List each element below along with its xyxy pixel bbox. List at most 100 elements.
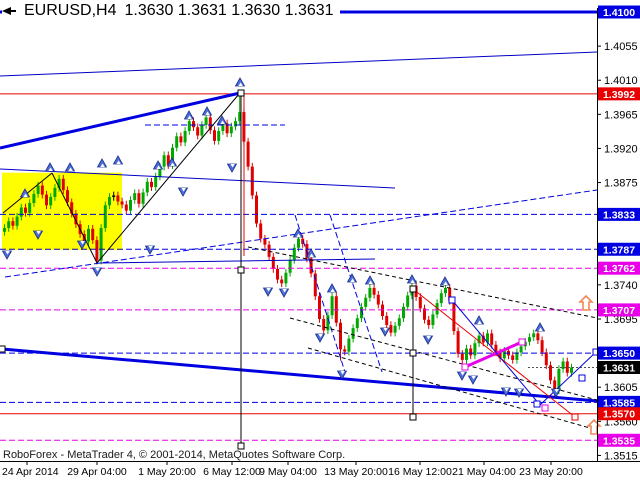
fractal-down-notch [471, 376, 476, 380]
candle-body [246, 141, 250, 167]
price-badge-label: 1.3650 [603, 348, 635, 360]
candle-body [360, 306, 363, 319]
selection-handle[interactable] [237, 442, 245, 450]
candle-body [448, 287, 452, 301]
candle-body [91, 228, 95, 241]
candle-body [486, 333, 489, 343]
candle-body [112, 195, 116, 197]
candle-body [347, 338, 351, 352]
selection-handle[interactable] [237, 89, 245, 97]
fractal-up-notch [116, 160, 121, 164]
trendline[interactable] [51, 172, 98, 264]
candle-body [133, 193, 137, 200]
trendline[interactable] [464, 340, 523, 369]
candle-body [11, 221, 15, 226]
trendline[interactable] [99, 258, 376, 264]
price-badge-label: 1.3992 [603, 89, 635, 101]
candle-body [187, 121, 191, 132]
selection-handle[interactable] [571, 413, 579, 421]
candle-body [32, 193, 36, 204]
trendline[interactable] [294, 214, 346, 373]
candle-body [70, 202, 74, 214]
trendline[interactable] [0, 91, 241, 150]
candle-body [372, 287, 376, 295]
trendline[interactable] [1, 347, 598, 403]
price-badge-label: 1.3787 [603, 244, 635, 256]
candle-body [444, 287, 447, 294]
price-axis-label: 1.4010 [604, 75, 638, 87]
fractal-down-notch [230, 164, 235, 168]
candle-body [129, 199, 132, 211]
candle-body [469, 348, 473, 356]
selection-handle[interactable] [518, 338, 526, 346]
candle-body [192, 121, 195, 128]
selection-handle[interactable] [578, 374, 586, 382]
trendline[interactable] [96, 93, 240, 264]
candle-body [330, 296, 334, 316]
candle-body [397, 318, 401, 326]
fractal-down-notch [383, 328, 388, 332]
fractal-up-notch [170, 162, 175, 166]
fractal-up-notch [350, 278, 355, 282]
price-badge-label: 1.3570 [603, 409, 635, 421]
fractal-up-notch [410, 279, 415, 283]
price-badge [598, 395, 640, 409]
selection-handle[interactable] [409, 349, 417, 357]
selection-handle[interactable] [409, 285, 417, 293]
fractal-up-notch [100, 163, 105, 167]
candle-body [124, 204, 128, 211]
fractal-down-notch [80, 241, 85, 245]
candle-body [544, 352, 548, 366]
candle-body [225, 123, 229, 134]
trendline[interactable] [0, 51, 598, 77]
price-badge [598, 407, 640, 421]
fractal-down-notch [318, 334, 323, 338]
trendline[interactable] [451, 299, 541, 406]
candle-body [427, 319, 431, 326]
candle-body [561, 361, 565, 370]
trendline[interactable] [329, 214, 383, 373]
price-axis-label: 1.3740 [604, 280, 638, 292]
price-badge-label: 1.3762 [603, 263, 635, 275]
trendline[interactable] [0, 168, 396, 189]
time-axis-label: 6 May 12:00 [203, 466, 261, 478]
selection-handle[interactable] [541, 404, 549, 412]
fractal-up-notch [238, 82, 243, 86]
candle-body [477, 335, 481, 344]
candle-body [141, 192, 145, 204]
candle-body [145, 181, 149, 193]
selection-handle[interactable] [533, 400, 541, 408]
selection-handle[interactable] [448, 296, 456, 304]
selection-handle[interactable] [0, 345, 6, 353]
fractal-up-notch [477, 320, 482, 324]
fractal-up-notch [156, 165, 161, 169]
candle-body [57, 178, 61, 188]
selection-handle[interactable] [237, 266, 245, 274]
fractal-up-notch [443, 281, 448, 285]
candle-body [284, 272, 288, 284]
selection-handle[interactable] [409, 413, 417, 421]
trendline[interactable] [289, 317, 598, 401]
fractal-down-notch [95, 268, 100, 272]
fractal-up-notch [296, 233, 301, 237]
time-axis-label: 13 May 20:00 [324, 466, 388, 478]
price-badge [598, 207, 640, 221]
fractal-up-notch [330, 288, 335, 292]
trendline[interactable] [539, 351, 597, 406]
trendline[interactable] [247, 246, 598, 319]
candle-body [217, 131, 221, 141]
selection-handle[interactable] [461, 363, 469, 371]
fractal-down-notch [266, 288, 271, 292]
fractal-down-notch [5, 251, 10, 255]
fractal-up-notch [368, 280, 373, 284]
candle-body [465, 348, 468, 360]
price-badge-label: 1.4100 [603, 7, 635, 19]
candle-body [557, 369, 561, 391]
signal-up-arrow-icon[interactable] [578, 294, 594, 311]
candle-body [406, 295, 410, 307]
candle-body [318, 296, 321, 319]
candle-body [208, 117, 212, 131]
candle-body [171, 147, 174, 166]
trendline[interactable] [307, 347, 598, 431]
